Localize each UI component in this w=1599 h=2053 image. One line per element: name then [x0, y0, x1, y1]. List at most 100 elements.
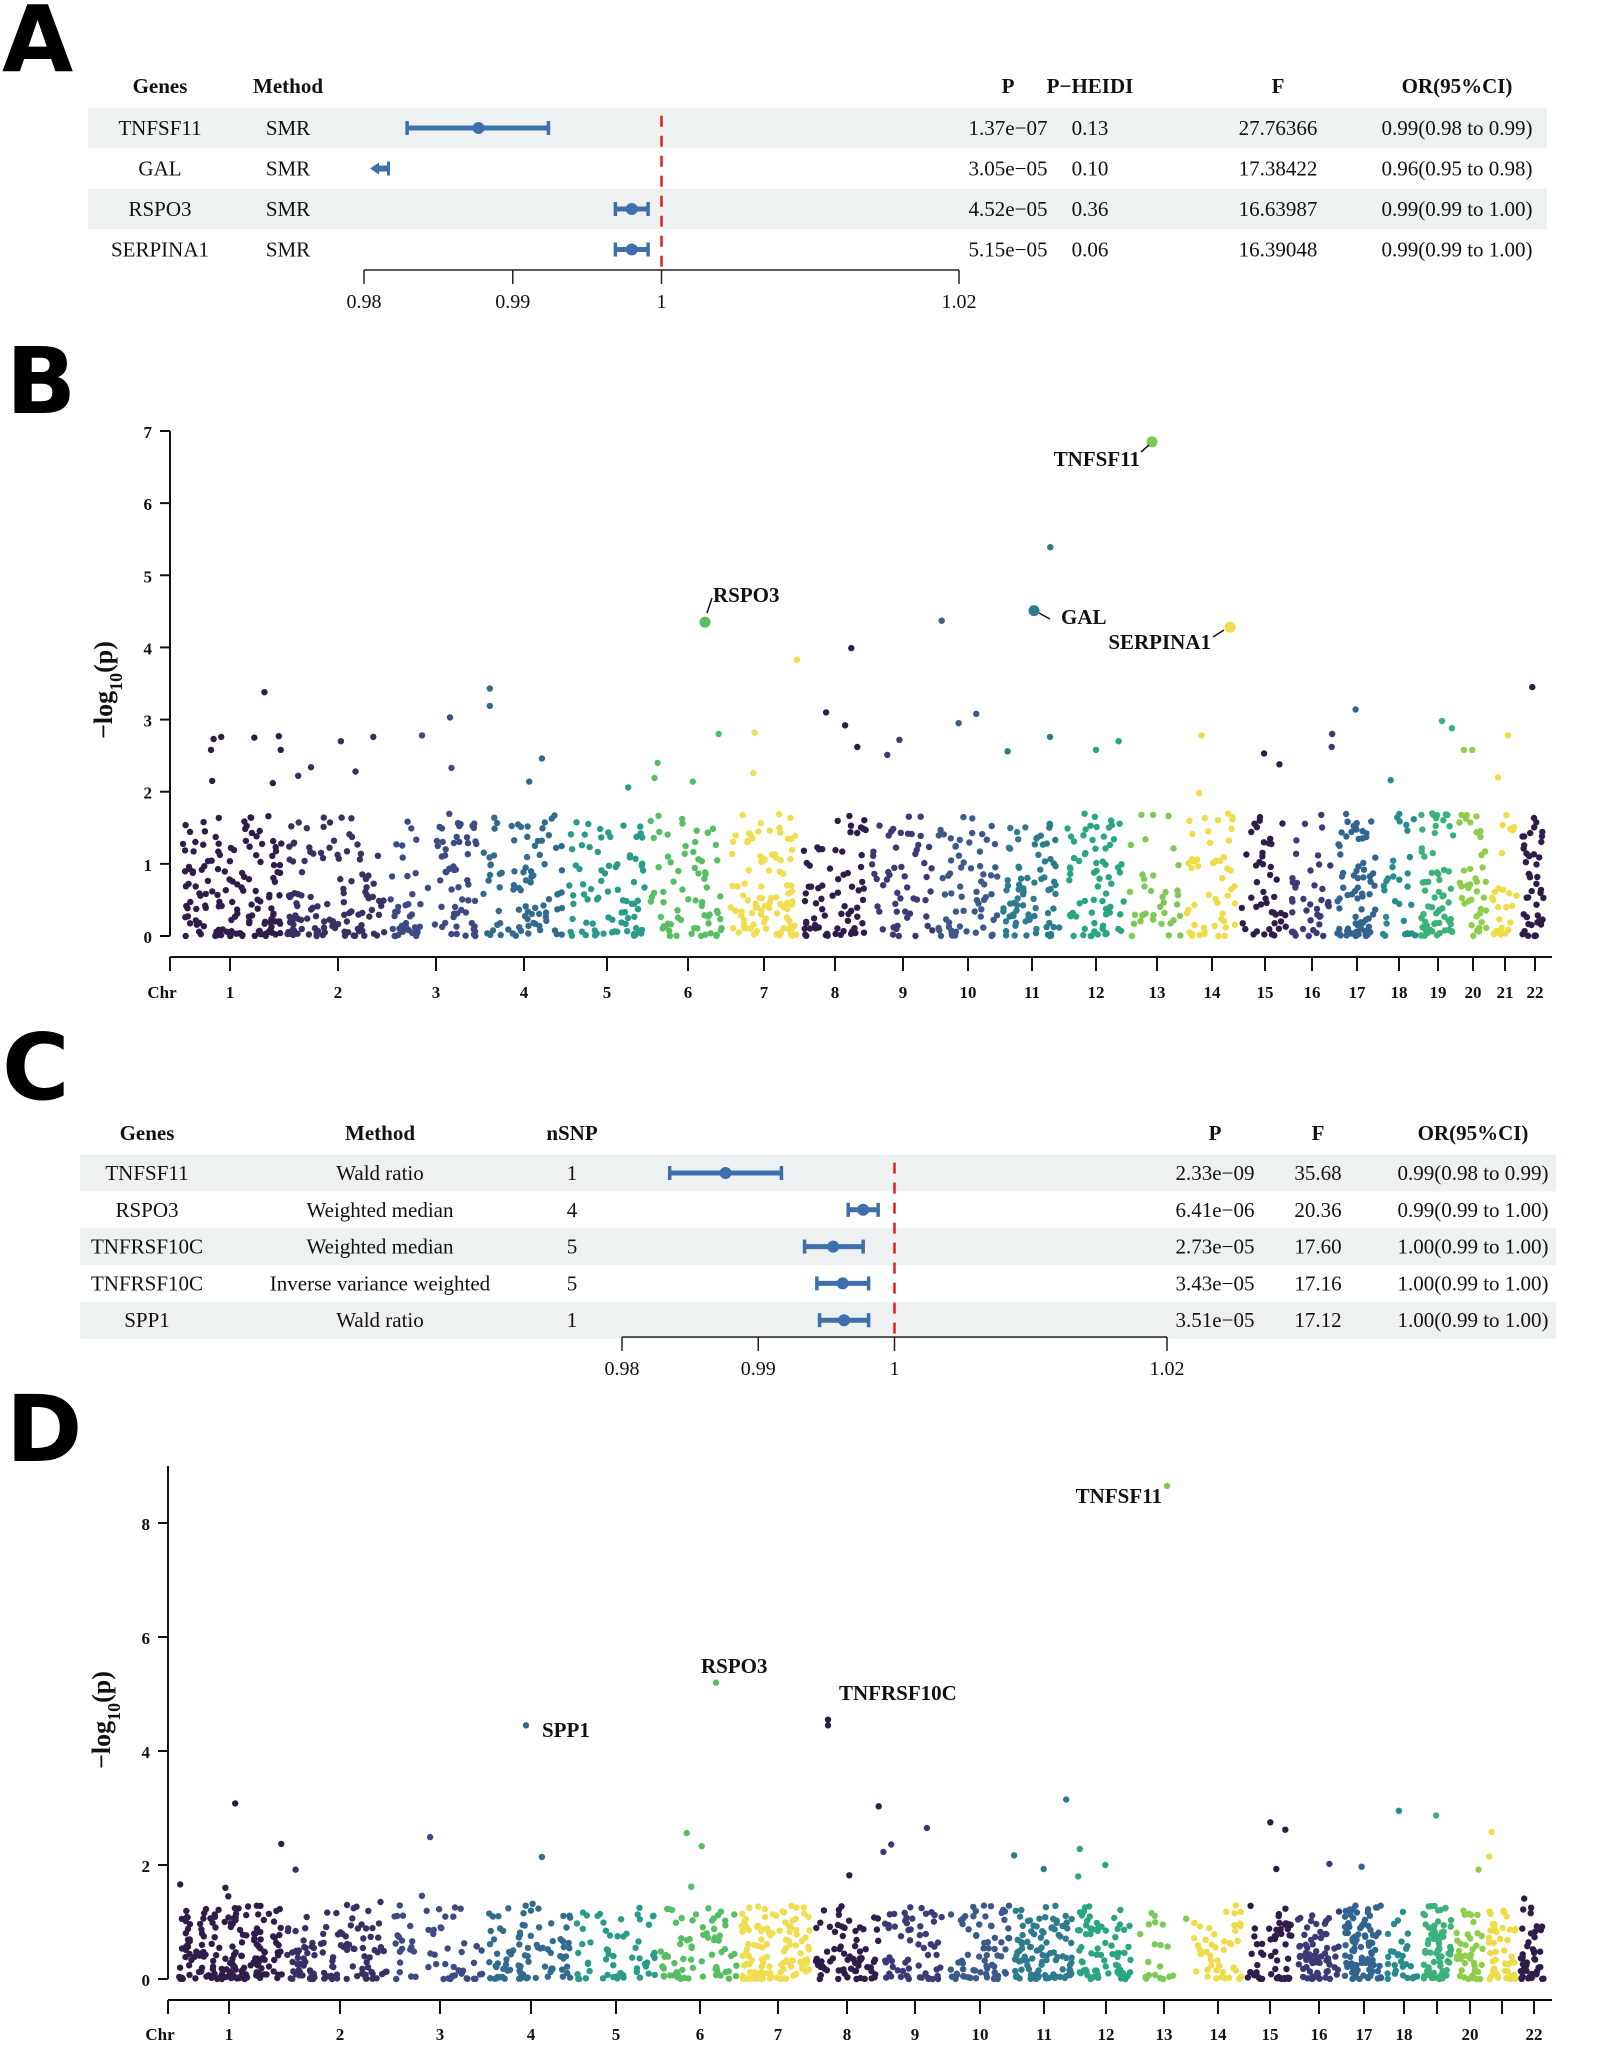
data-point [495, 1913, 502, 1920]
data-point [435, 1906, 443, 1913]
data-point [380, 897, 387, 904]
data-point [506, 1966, 514, 1974]
data-point [229, 1943, 236, 1950]
y-tick-label: 3 [144, 712, 153, 731]
data-point [728, 1952, 735, 1960]
data-point [857, 863, 865, 871]
data-point [1348, 1960, 1355, 1967]
data-point [818, 895, 825, 902]
data-point [1351, 887, 1359, 895]
data-point [1498, 924, 1505, 932]
data-point [1258, 1940, 1266, 1948]
x-tick-label: 12 [1088, 983, 1105, 1002]
data-point [455, 1967, 462, 1974]
data-point [1097, 1951, 1105, 1959]
data-point [656, 828, 663, 836]
data-point [464, 1975, 471, 1983]
outlier-point [848, 644, 855, 652]
data-point [1377, 1902, 1384, 1909]
data-point [548, 1920, 555, 1927]
outlier-point [251, 734, 258, 741]
data-point [691, 864, 698, 872]
data-point [1250, 931, 1257, 938]
data-point [1036, 1946, 1043, 1953]
data-point [1164, 1943, 1171, 1950]
data-point [1276, 1919, 1283, 1927]
data-point [185, 863, 193, 871]
data-point [1519, 1973, 1526, 1980]
data-point [253, 1902, 260, 1909]
data-point [333, 1975, 341, 1982]
panel-label-a: A [2, 0, 74, 93]
data-point [326, 844, 333, 851]
data-point [1523, 913, 1531, 921]
data-point [1307, 1936, 1315, 1944]
data-point [491, 814, 498, 821]
x-tick-label: 15 [1257, 983, 1274, 1002]
data-point [655, 864, 662, 871]
data-point [899, 1967, 907, 1975]
data-point [1315, 861, 1323, 868]
data-point [1214, 1957, 1221, 1964]
data-point [1282, 1941, 1289, 1948]
outlier-point [277, 746, 284, 754]
data-point [777, 829, 784, 836]
data-point [826, 865, 834, 872]
data-point [1228, 886, 1235, 893]
data-point [897, 829, 904, 836]
outlier-point [841, 722, 849, 729]
data-point [443, 868, 450, 876]
data-point [1231, 921, 1239, 928]
data-point [1051, 1926, 1058, 1933]
data-point [276, 892, 283, 899]
data-point [1252, 862, 1260, 869]
data-point [1273, 1957, 1281, 1964]
data-point [1022, 918, 1029, 925]
data-point [1301, 820, 1309, 827]
data-point [1228, 825, 1235, 832]
data-point [858, 851, 865, 859]
data-point [670, 1972, 677, 1979]
data-point [1010, 899, 1018, 907]
data-point [521, 913, 529, 920]
outlier-point [1504, 732, 1512, 739]
data-point [688, 930, 695, 937]
data-point [193, 1948, 200, 1955]
outlier-point [1092, 746, 1100, 754]
table-row: TNFRSF10C Inverse variance weighted 5 3.43e… [91, 1271, 1549, 1295]
data-point [1194, 1942, 1202, 1949]
data-point [1102, 1963, 1110, 1970]
data-point [331, 924, 339, 932]
data-point [980, 924, 987, 931]
data-point [349, 1915, 356, 1922]
data-point [1334, 898, 1341, 905]
data-point [516, 1941, 523, 1948]
data-point [947, 1966, 954, 1973]
data-point [1046, 822, 1054, 829]
data-point [330, 837, 338, 844]
data-point [1282, 1905, 1289, 1912]
data-point [1257, 901, 1265, 908]
data-point [363, 1975, 370, 1982]
data-point [823, 1948, 831, 1955]
data-point [994, 873, 1001, 880]
data-point [320, 1930, 327, 1938]
data-point [960, 859, 967, 866]
column-header: Method [345, 1121, 415, 1145]
data-point [679, 1966, 686, 1974]
data-point [1485, 1939, 1493, 1946]
data-point [580, 891, 588, 898]
data-point [1431, 1902, 1438, 1910]
data-point [844, 1974, 851, 1981]
data-point [200, 818, 207, 826]
data-point [1271, 893, 1278, 901]
data-point [933, 1966, 940, 1973]
data-point [215, 840, 222, 847]
data-point [739, 1910, 746, 1918]
data-point [215, 848, 222, 855]
data-point [988, 891, 995, 898]
cell-p: 2.33e−09 [1176, 1161, 1255, 1185]
data-point [758, 1936, 765, 1943]
data-point [1052, 836, 1059, 844]
data-point [1420, 910, 1427, 918]
